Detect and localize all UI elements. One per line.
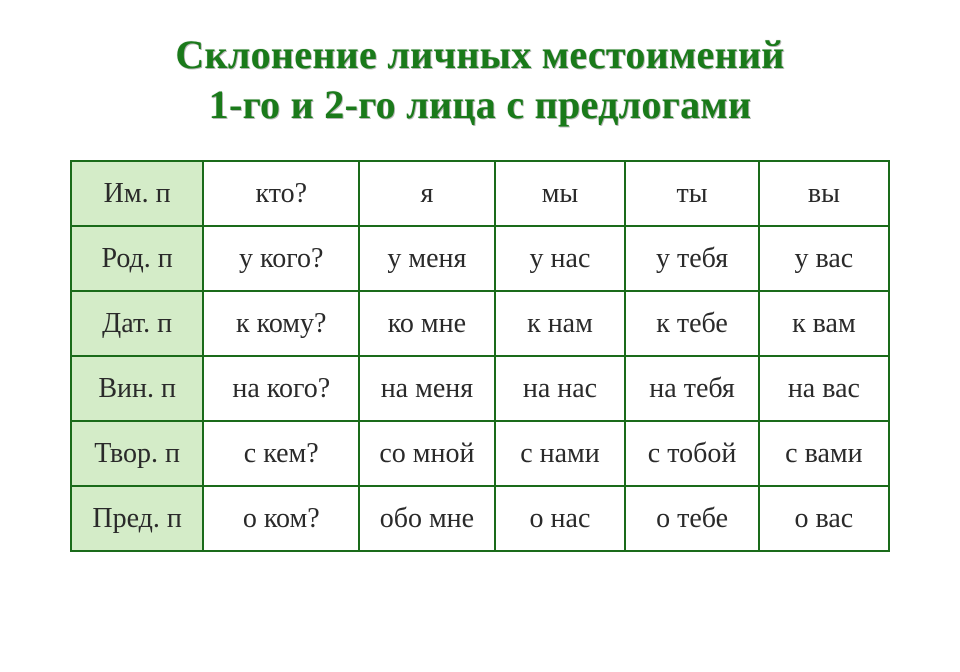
value-cell: с тобой: [625, 421, 758, 486]
value-cell: с нами: [495, 421, 626, 486]
value-cell: у меня: [359, 226, 494, 291]
case-cell: Вин. п: [71, 356, 203, 421]
value-cell: к нам: [495, 291, 626, 356]
declension-table: Им. п кто? я мы ты вы Род. п у кого? у м…: [70, 160, 890, 552]
value-cell: о вас: [759, 486, 889, 551]
value-cell: ко мне: [359, 291, 494, 356]
table-row: Пред. п о ком? обо мне о нас о тебе о ва…: [71, 486, 889, 551]
question-cell: с кем?: [203, 421, 359, 486]
table-row: Твор. п с кем? со мной с нами с тобой с …: [71, 421, 889, 486]
page: Склонение личных местоимений 1-го и 2-го…: [0, 0, 960, 672]
value-cell: у нас: [495, 226, 626, 291]
table-row: Род. п у кого? у меня у нас у тебя у вас: [71, 226, 889, 291]
value-cell: у тебя: [625, 226, 758, 291]
value-cell: мы: [495, 161, 626, 226]
value-cell: со мной: [359, 421, 494, 486]
table-row: Вин. п на кого? на меня на нас на тебя н…: [71, 356, 889, 421]
case-cell: Род. п: [71, 226, 203, 291]
table-row: Дат. п к кому? ко мне к нам к тебе к вам: [71, 291, 889, 356]
value-cell: у вас: [759, 226, 889, 291]
question-cell: на кого?: [203, 356, 359, 421]
case-cell: Пред. п: [71, 486, 203, 551]
value-cell: я: [359, 161, 494, 226]
value-cell: вы: [759, 161, 889, 226]
question-cell: у кого?: [203, 226, 359, 291]
value-cell: на вас: [759, 356, 889, 421]
question-cell: кто?: [203, 161, 359, 226]
title-line-2: 1-го и 2-го лица с предлогами: [209, 82, 752, 127]
value-cell: о тебе: [625, 486, 758, 551]
page-title: Склонение личных местоимений 1-го и 2-го…: [175, 30, 784, 130]
case-cell: Дат. п: [71, 291, 203, 356]
value-cell: ты: [625, 161, 758, 226]
question-cell: к кому?: [203, 291, 359, 356]
table-row: Им. п кто? я мы ты вы: [71, 161, 889, 226]
value-cell: на меня: [359, 356, 494, 421]
value-cell: обо мне: [359, 486, 494, 551]
case-cell: Им. п: [71, 161, 203, 226]
value-cell: с вами: [759, 421, 889, 486]
value-cell: на нас: [495, 356, 626, 421]
title-line-1: Склонение личных местоимений: [175, 32, 784, 77]
question-cell: о ком?: [203, 486, 359, 551]
case-cell: Твор. п: [71, 421, 203, 486]
value-cell: о нас: [495, 486, 626, 551]
value-cell: к тебе: [625, 291, 758, 356]
value-cell: на тебя: [625, 356, 758, 421]
value-cell: к вам: [759, 291, 889, 356]
